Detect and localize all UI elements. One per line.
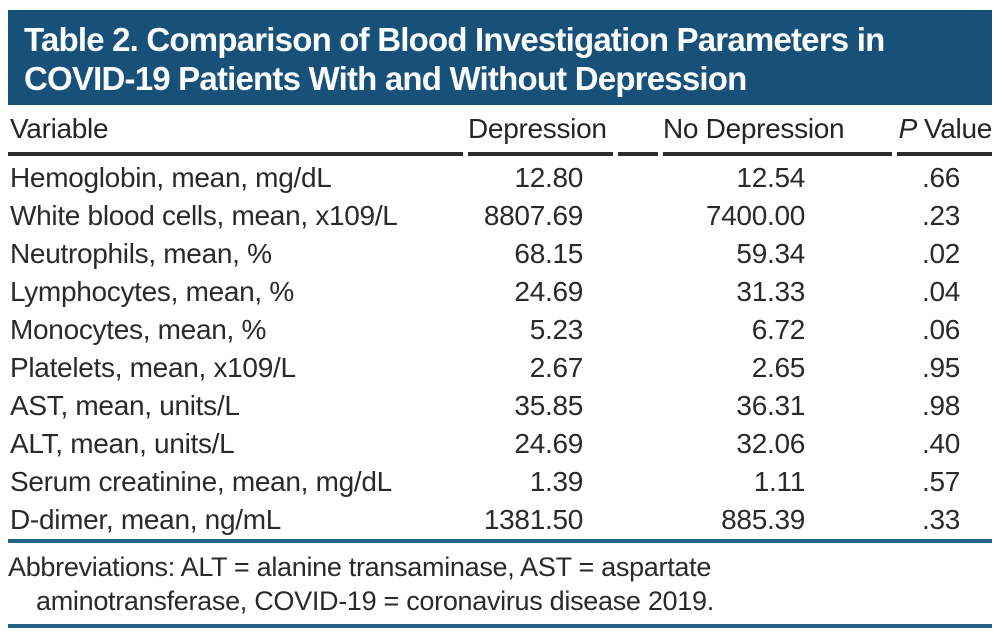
- p-value-label-rest: Value: [923, 113, 992, 144]
- spacer-cell: [618, 311, 658, 349]
- table-row: Monocytes, mean, % 5.23 6.72 .06: [8, 311, 992, 349]
- col-header-spacer: [618, 105, 658, 156]
- row-p-value: .57: [921, 466, 960, 497]
- row-p-value: .33: [921, 504, 960, 535]
- row-variable-label: Lymphocytes, mean, %: [10, 276, 294, 307]
- spacer-cell: [618, 463, 658, 501]
- blood-parameters-table: Variable Depression No Depression P Value…: [8, 105, 992, 539]
- table-footnote: Abbreviations: ALT = alanine transaminas…: [8, 543, 992, 624]
- row-no-depression-value: 1.11: [753, 466, 806, 497]
- row-depression-value: 35.85: [514, 390, 583, 421]
- row-depression-value: 1.39: [529, 466, 584, 497]
- table-row: Neutrophils, mean, % 68.15 59.34 .02: [8, 235, 992, 273]
- spacer-cell: [618, 235, 658, 273]
- row-depression-value: 1381.50: [483, 504, 583, 535]
- row-no-depression-value: 6.72: [751, 314, 806, 345]
- footnote-line-2: aminotransferase, COVID-19 = coronavirus…: [36, 586, 714, 616]
- row-variable-label: Neutrophils, mean, %: [10, 238, 272, 269]
- row-p-value: .23: [921, 200, 960, 231]
- row-no-depression-value: 31.33: [736, 276, 805, 307]
- rule-above-footnote: [8, 539, 992, 543]
- table-row: Lymphocytes, mean, % 24.69 31.33 .04: [8, 273, 992, 311]
- spacer-cell: [618, 197, 658, 235]
- p-value-italic-p: P: [898, 113, 918, 144]
- table-title-line-2: COVID-19 Patients With and Without Depre…: [24, 60, 747, 97]
- row-p-value: .06: [921, 314, 960, 345]
- table-body: Hemoglobin, mean, mg/dL 12.80 12.54 .66 Whit…: [8, 154, 992, 539]
- row-variable-label: ALT, mean, units/L: [10, 428, 235, 459]
- row-no-depression-value: 885.39: [721, 504, 805, 535]
- row-no-depression-value: 59.34: [736, 238, 805, 269]
- table-title-line-1: Table 2. Comparison of Blood Investigati…: [24, 21, 885, 58]
- row-variable-label: Platelets, mean, x109/L: [10, 352, 296, 383]
- row-p-value: .40: [921, 428, 960, 459]
- row-depression-value: 8807.69: [483, 200, 583, 231]
- row-depression-value: 24.69: [514, 276, 583, 307]
- row-variable-label: White blood cells, mean, x109/L: [10, 200, 398, 231]
- row-no-depression-value: 36.31: [736, 390, 805, 421]
- row-p-value: .02: [921, 238, 960, 269]
- table-row: Platelets, mean, x109/L 2.67 2.65 .95: [8, 349, 992, 387]
- table-row: AST, mean, units/L 35.85 36.31 .98: [8, 387, 992, 425]
- row-p-value: .98: [921, 390, 960, 421]
- col-header-p-value: P Value: [897, 105, 992, 156]
- row-p-value: .95: [921, 352, 960, 383]
- footnote-line-1: Abbreviations: ALT = alanine transaminas…: [8, 552, 712, 582]
- row-p-value: .66: [921, 162, 960, 193]
- row-variable-label: Serum creatinine, mean, mg/dL: [10, 466, 392, 497]
- row-depression-value: 68.15: [514, 238, 583, 269]
- row-variable-label: AST, mean, units/L: [10, 390, 240, 421]
- table-row: Serum creatinine, mean, mg/dL 1.39 1.11 .57: [8, 463, 992, 501]
- row-variable-label: D-dimer, mean, ng/mL: [10, 504, 281, 535]
- table-row: D-dimer, mean, ng/mL 1381.50 885.39 .33: [8, 501, 992, 539]
- row-depression-value: 12.80: [514, 162, 583, 193]
- table-row: White blood cells, mean, x109/L 8807.69 74…: [8, 197, 992, 235]
- spacer-cell: [618, 387, 658, 425]
- row-depression-value: 5.23: [529, 314, 584, 345]
- spacer-cell: [618, 425, 658, 463]
- row-depression-value: 2.67: [529, 352, 584, 383]
- rule-bottom: [8, 624, 992, 628]
- col-header-variable: Variable: [8, 105, 463, 156]
- spacer-cell: [618, 501, 658, 539]
- row-no-depression-value: 32.06: [736, 428, 805, 459]
- row-depression-value: 24.69: [514, 428, 583, 459]
- row-no-depression-value: 12.54: [736, 162, 805, 193]
- table-row: ALT, mean, units/L 24.69 32.06 .40: [8, 425, 992, 463]
- row-no-depression-value: 2.65: [751, 352, 806, 383]
- row-p-value: .04: [921, 276, 960, 307]
- table-header-row: Variable Depression No Depression P Value: [8, 105, 992, 156]
- spacer-cell: [618, 273, 658, 311]
- col-header-depression: Depression: [468, 105, 613, 156]
- row-no-depression-value: 7400.00: [705, 200, 805, 231]
- spacer-cell: [618, 154, 658, 197]
- row-variable-label: Monocytes, mean, %: [10, 314, 267, 345]
- table-title-bar: Table 2. Comparison of Blood Investigati…: [8, 10, 992, 105]
- spacer-cell: [618, 349, 658, 387]
- table-row: Hemoglobin, mean, mg/dL 12.80 12.54 .66: [8, 154, 992, 197]
- row-variable-label: Hemoglobin, mean, mg/dL: [10, 162, 332, 193]
- col-header-no-depression: No Depression: [663, 105, 892, 156]
